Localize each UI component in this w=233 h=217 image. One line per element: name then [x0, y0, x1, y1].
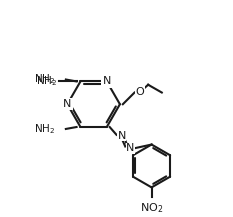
Text: N: N [117, 131, 126, 141]
Text: NH$_2$: NH$_2$ [34, 73, 55, 86]
Text: O: O [136, 87, 144, 97]
Text: NH$_2$: NH$_2$ [36, 75, 57, 88]
Text: NH$_2$: NH$_2$ [34, 122, 55, 136]
Text: N: N [126, 143, 135, 153]
Text: N: N [63, 99, 72, 109]
Text: NO$_2$: NO$_2$ [140, 201, 163, 215]
Text: N: N [103, 76, 111, 86]
